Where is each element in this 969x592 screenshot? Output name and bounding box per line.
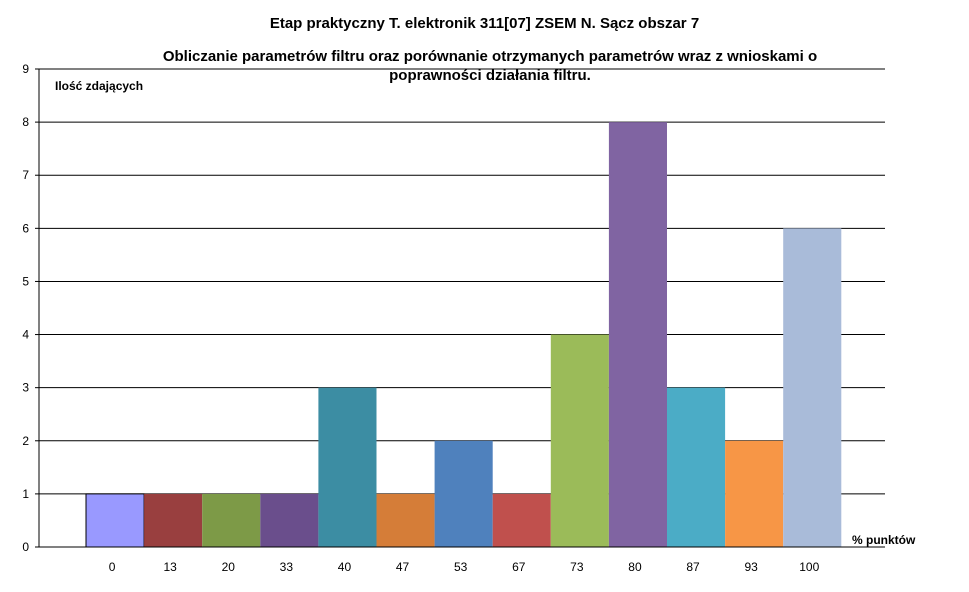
bar-100 <box>783 228 842 548</box>
y-tick-label: 5 <box>22 274 29 288</box>
x-tick-label: 93 <box>744 560 758 574</box>
bar-53 <box>434 440 493 547</box>
y-tick-label: 1 <box>22 487 29 501</box>
y-tick-label: 9 <box>22 62 29 76</box>
bars <box>85 122 842 548</box>
y-tick-label: 0 <box>22 540 29 554</box>
x-tick-label: 80 <box>628 560 642 574</box>
x-tick-label: 87 <box>686 560 700 574</box>
chart-title: Etap praktyczny T. elektronik 311[07] ZS… <box>269 15 700 32</box>
x-tick-label: 40 <box>338 560 352 574</box>
x-tick-label: 100 <box>799 560 819 574</box>
x-tick-labels: 0 13 20 33 40 47 53 67 73 80 87 93 100 <box>109 560 820 574</box>
axes <box>35 68 885 548</box>
x-tick-label: 20 <box>222 560 236 574</box>
y-tick-label: 4 <box>22 328 29 342</box>
bar-0 <box>85 493 145 548</box>
y-tick-label: 8 <box>22 115 29 129</box>
bar-87 <box>667 387 726 547</box>
y-tick-label: 6 <box>22 221 29 235</box>
x-tick-label: 67 <box>512 560 526 574</box>
chart-subtitle-line-1: Obliczanie parametrów filtru oraz porówn… <box>162 48 818 65</box>
bar-67 <box>492 493 551 547</box>
x-tick-label: 73 <box>570 560 584 574</box>
bar-13 <box>144 493 203 547</box>
x-tick-label: 47 <box>396 560 410 574</box>
x-tick-label: 33 <box>280 560 294 574</box>
y-tick-label: 7 <box>22 168 29 182</box>
x-axis-label: % punktów <box>852 533 916 547</box>
x-tick-label: 13 <box>163 560 177 574</box>
bar-73 <box>550 334 609 547</box>
x-tick-label: 0 <box>109 560 116 574</box>
chart-subtitle-line-2: poprawności działania filtru. <box>389 67 591 84</box>
bar-33 <box>260 493 319 547</box>
y-tick-label: 3 <box>22 381 29 395</box>
gridlines <box>39 68 885 495</box>
bar-80 <box>608 122 667 547</box>
bar-93 <box>725 440 784 547</box>
y-tick-label: 2 <box>22 434 29 448</box>
chart-subtitle: Obliczanie parametrów filtru oraz porówn… <box>80 47 900 85</box>
bar-47 <box>376 493 435 547</box>
x-tick-label: 53 <box>454 560 468 574</box>
y-axis-label: Ilość zdających <box>55 79 143 93</box>
bar-40 <box>318 387 377 547</box>
y-tick-labels: 0 1 2 3 4 5 6 7 8 9 <box>22 62 29 554</box>
bar-20 <box>202 493 261 547</box>
